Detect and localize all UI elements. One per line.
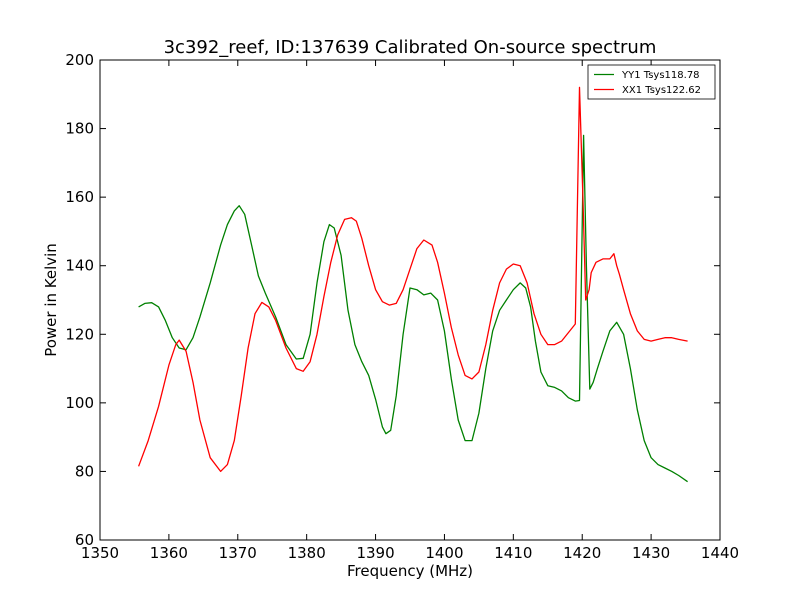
y-tick-label: 60 — [75, 531, 94, 549]
y-tick-label: 80 — [75, 462, 94, 480]
y-tick-label: 200 — [65, 51, 94, 69]
y-axis-label: Power in Kelvin — [42, 243, 60, 357]
x-tick-label: 1370 — [219, 544, 257, 562]
x-tick-label: 1350 — [81, 544, 119, 562]
x-tick-label: 1360 — [150, 544, 188, 562]
x-tick-label: 1420 — [563, 544, 601, 562]
y-tick-label: 180 — [65, 120, 94, 138]
tick-layer: 1350 1360 1370 1380 1390 1400 1410 1420 1430 1440… — [65, 51, 739, 562]
series-line-xx1 — [137, 86, 688, 473]
series-line-yy1 — [138, 134, 688, 483]
legend-label-yy1: YY1 Tsys118.78 — [621, 70, 700, 81]
chart-title: 3c392_reef, ID:137639 Calibrated On-sour… — [164, 37, 657, 58]
plot-frame — [99, 59, 721, 541]
x-tick-label: 1390 — [356, 544, 394, 562]
series-layer — [137, 86, 688, 483]
x-tick-label: 1400 — [425, 544, 463, 562]
x-tick-label: 1380 — [288, 544, 326, 562]
x-axis-label: Frequency (MHz) — [347, 562, 473, 580]
y-tick-label: 140 — [65, 257, 94, 275]
x-tick-label: 1430 — [632, 544, 670, 562]
legend-box — [587, 64, 716, 100]
y-tick-label: 100 — [65, 394, 94, 412]
y-tick-label: 160 — [65, 188, 94, 206]
legend-label-xx1: XX1 Tsys122.62 — [622, 85, 701, 96]
y-tick-label: 120 — [65, 325, 94, 343]
x-tick-label: 1440 — [701, 544, 739, 562]
x-tick-label: 1410 — [494, 544, 532, 562]
legend: YY1 Tsys118.78 XX1 Tsys122.62 — [587, 64, 716, 100]
plot-area: 1350 1360 1370 1380 1390 1400 1410 1420 1430 1440… — [65, 51, 739, 562]
